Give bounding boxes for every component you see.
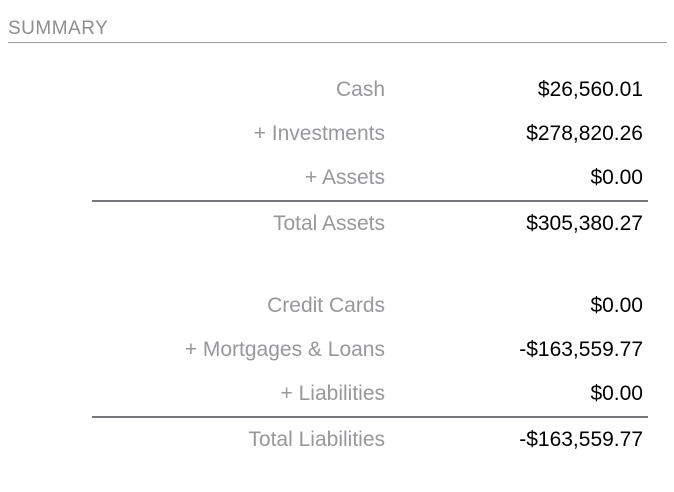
section-gap xyxy=(0,246,674,284)
row-label: + Mortgages & Loans xyxy=(184,338,385,361)
total-assets-divider xyxy=(92,200,648,202)
row-cash: Cash $26,560.01 xyxy=(0,68,674,112)
row-credit-cards: Credit Cards $0.00 xyxy=(0,284,674,328)
summary-header: SUMMARY xyxy=(8,0,667,43)
row-value: -$163,559.77 xyxy=(519,428,643,451)
assets-section: Cash $26,560.01 + Investments $278,820.2… xyxy=(0,68,674,246)
row-value: $26,560.01 xyxy=(537,78,643,101)
row-value: $278,820.26 xyxy=(526,122,643,145)
row-label: Cash xyxy=(335,78,385,101)
row-investments: + Investments $278,820.26 xyxy=(0,112,674,156)
row-label: Total Liabilities xyxy=(248,428,385,451)
row-label: Total Assets xyxy=(272,212,385,235)
row-mortgages-loans: + Mortgages & Loans -$163,559.77 xyxy=(0,328,674,372)
row-total-liabilities: Total Liabilities -$163,559.77 xyxy=(0,418,674,462)
row-value: $0.00 xyxy=(590,294,643,317)
row-value: $0.00 xyxy=(590,166,643,189)
row-assets: + Assets $0.00 xyxy=(0,156,674,200)
row-liabilities: + Liabilities $0.00 xyxy=(0,372,674,416)
row-label: + Liabilities xyxy=(280,382,385,405)
summary-section-title: SUMMARY xyxy=(8,18,109,39)
row-label: + Investments xyxy=(253,122,385,145)
row-label: Credit Cards xyxy=(267,294,385,317)
row-value: $0.00 xyxy=(590,382,643,405)
row-value: -$163,559.77 xyxy=(519,338,643,361)
total-liabilities-divider xyxy=(92,416,648,418)
liabilities-section: Credit Cards $0.00 + Mortgages & Loans -… xyxy=(0,284,674,462)
row-total-assets: Total Assets $305,380.27 xyxy=(0,202,674,246)
row-label: + Assets xyxy=(305,166,385,189)
row-value: $305,380.27 xyxy=(526,212,643,235)
